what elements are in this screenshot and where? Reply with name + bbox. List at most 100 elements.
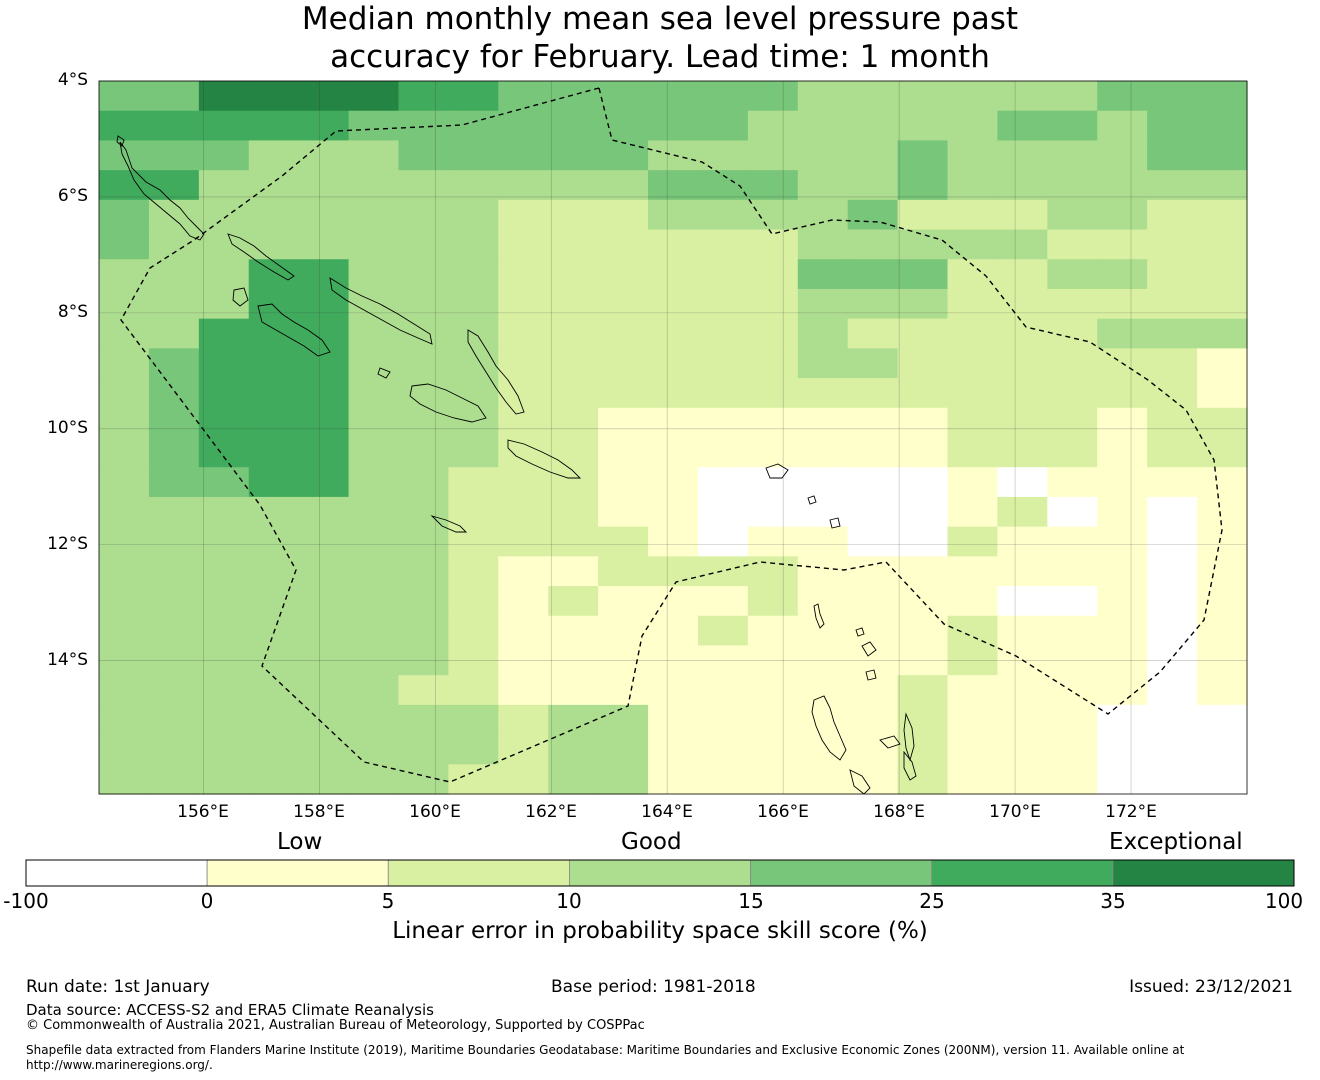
grid-cell — [548, 407, 599, 439]
grid-cell — [548, 704, 599, 736]
grid-cell — [448, 199, 499, 231]
lon-label: 162°E — [525, 802, 577, 822]
grid-cell — [198, 734, 250, 765]
grid-cell — [847, 675, 899, 706]
grid-cell — [847, 259, 899, 290]
grid-cell — [398, 437, 449, 468]
grid-cell — [398, 199, 449, 231]
grid-cell — [548, 526, 599, 557]
grid-cell — [897, 170, 949, 201]
grid-cell — [198, 675, 250, 706]
grid-cell — [248, 704, 300, 736]
grid-cell — [398, 586, 449, 617]
shapefile-credit: Shapefile data extracted from Flanders M… — [26, 1043, 1185, 1072]
grid-cell — [498, 615, 549, 647]
grid-cell — [248, 170, 300, 201]
grid-cell — [348, 586, 400, 617]
grid-cell — [697, 764, 749, 795]
base-period: Base period: 1981-2018 — [551, 977, 756, 997]
colorbar-exceptional-label: Exceptional — [1109, 829, 1243, 855]
grid-cell — [248, 378, 300, 409]
grid-cell — [298, 586, 350, 617]
grid-cell — [747, 407, 799, 439]
grid-cell — [847, 378, 899, 409]
grid-cell — [1147, 556, 1198, 587]
island-utupua — [829, 517, 841, 529]
grid-cell — [797, 288, 849, 320]
grid-cell — [198, 437, 250, 468]
grid-cell — [1097, 378, 1148, 409]
island-malaita — [467, 329, 525, 415]
grid-cell — [1197, 586, 1248, 617]
island-guadalcanal — [409, 383, 487, 423]
grid-cell — [448, 348, 499, 379]
grid-cell — [997, 407, 1048, 439]
grid-cell — [847, 437, 899, 468]
grid-cell — [598, 615, 649, 647]
grid-cell — [548, 110, 599, 142]
lon-label: 170°E — [989, 802, 1041, 822]
grid-cell — [598, 348, 649, 379]
grid-cell — [1147, 170, 1198, 201]
grid-cell — [1147, 764, 1198, 795]
grid-cell — [897, 764, 949, 795]
grid-cell — [897, 348, 949, 379]
grid-cell — [248, 586, 300, 617]
grid-cell — [99, 81, 150, 112]
grid-cell — [847, 704, 899, 736]
grid-cell — [298, 526, 350, 557]
grid-cell — [198, 170, 250, 201]
grid-cell — [997, 288, 1048, 320]
colorbar-segment — [387, 859, 570, 887]
grid-cell — [947, 615, 999, 647]
grid-cell — [947, 704, 999, 736]
grid-cell — [1147, 615, 1198, 647]
grid-cell — [298, 645, 350, 676]
colorbar-tick: 15 — [738, 889, 764, 913]
grid-cell — [797, 229, 849, 260]
grid-cell — [298, 467, 350, 498]
grid-cell — [1197, 734, 1248, 765]
grid-cell — [1147, 288, 1198, 320]
grid-cell — [1047, 467, 1098, 498]
island-vella-lavella — [232, 287, 249, 307]
grid-cell — [99, 496, 150, 528]
grid-cell — [198, 764, 250, 795]
grid-cell — [1197, 259, 1248, 290]
grid-cell — [648, 734, 699, 765]
grid-cell — [448, 586, 499, 617]
grid-cell — [847, 288, 899, 320]
grid-cell — [498, 81, 549, 112]
grid-cell — [947, 437, 999, 468]
grid-cell — [947, 556, 999, 587]
grid-cell — [897, 199, 949, 231]
island-vanikoro — [807, 495, 817, 505]
grid-cell — [248, 110, 300, 142]
grid-cell — [498, 407, 549, 439]
grid-cell — [548, 81, 599, 112]
grid-cell — [298, 556, 350, 587]
grid-cell — [1197, 764, 1248, 795]
grid-cell — [797, 615, 849, 647]
grid-cell — [947, 318, 999, 349]
grid-cell — [648, 675, 699, 706]
grid-cell — [697, 140, 749, 171]
grid-cell — [1097, 615, 1148, 647]
grid-cell — [1097, 110, 1148, 142]
grid-cell — [598, 675, 649, 706]
grid-cell — [198, 229, 250, 260]
colorbar-tick: 25 — [919, 889, 945, 913]
grid-cell — [697, 348, 749, 379]
grid-cell — [548, 170, 599, 201]
grid-cell — [1047, 496, 1098, 528]
grid-cell — [747, 288, 799, 320]
grid-cell — [448, 170, 499, 201]
grid-cell — [298, 229, 350, 260]
grid-cell — [947, 259, 999, 290]
island-buka — [116, 135, 125, 147]
grid-cell — [99, 645, 150, 676]
grid-cell — [548, 467, 599, 498]
grid-cell — [947, 199, 999, 231]
colorbar-title: Linear error in probability space skill … — [392, 918, 928, 944]
grid-cell — [298, 170, 350, 201]
